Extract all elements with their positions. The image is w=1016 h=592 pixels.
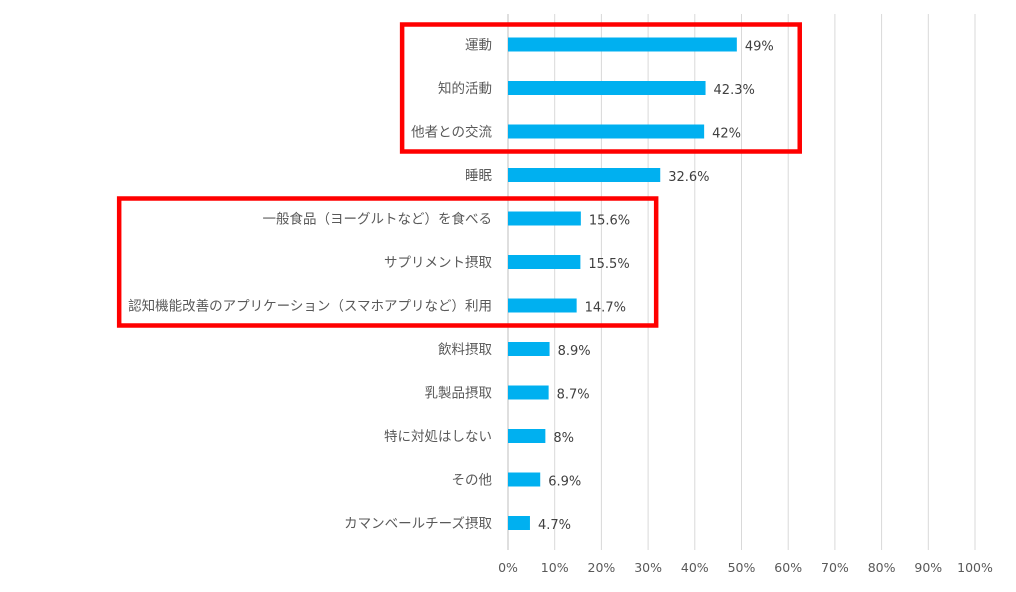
data-label: 8%	[553, 431, 574, 446]
category-label: 一般食品（ヨーグルトなど）を食べる	[263, 211, 493, 228]
category-label: カマンベールチーズ摂取	[344, 516, 492, 532]
x-tick-label: 90%	[914, 560, 942, 575]
bar	[508, 516, 530, 530]
category-label: 特に対処はしない	[384, 429, 492, 445]
data-label: 32.6%	[668, 170, 709, 185]
x-tick-label: 0%	[498, 560, 518, 575]
category-label: 睡眠	[465, 168, 492, 184]
data-label: 14.7%	[585, 301, 626, 316]
data-label: 15.6%	[589, 214, 630, 229]
highlight-box	[399, 22, 802, 154]
bar	[508, 342, 550, 356]
x-tick-label: 60%	[774, 560, 802, 575]
data-label: 8.9%	[558, 344, 591, 359]
x-tick-label: 100%	[957, 560, 993, 575]
category-label: 他者との交流	[411, 124, 492, 141]
data-label: 6.9%	[548, 475, 581, 490]
category-label: 認知機能改善のアプリケーション（スマホアプリなど）利用	[128, 298, 492, 315]
bar	[508, 211, 581, 226]
x-tick-label: 80%	[868, 560, 896, 575]
bar	[508, 168, 661, 182]
bar	[508, 385, 549, 400]
x-tick-label: 40%	[681, 560, 709, 575]
data-label: 42.3%	[714, 83, 755, 98]
x-tick-label: 30%	[634, 560, 662, 575]
data-label: 8.7%	[557, 388, 590, 403]
x-tick-label: 50%	[728, 560, 756, 575]
bar	[508, 429, 546, 443]
category-label: 飲料摂取	[438, 342, 492, 358]
highlight-box	[116, 196, 659, 328]
data-label: 42%	[712, 127, 741, 142]
x-tick-label: 10%	[541, 560, 569, 575]
x-tick-label: 20%	[588, 560, 616, 575]
data-label: 15.5%	[588, 257, 629, 272]
x-tick-label: 70%	[821, 560, 849, 575]
bar	[508, 298, 577, 313]
data-label: 49%	[745, 40, 774, 55]
bar	[508, 472, 541, 487]
category-label: 知的活動	[438, 80, 492, 97]
category-label: 乳製品摂取	[425, 386, 493, 402]
bar	[508, 37, 737, 52]
bar	[508, 124, 705, 139]
category-label: 運動	[465, 38, 492, 54]
data-label: 4.7%	[538, 518, 571, 533]
bar	[508, 255, 581, 269]
category-label: サプリメント摂取	[384, 255, 492, 271]
bar	[508, 81, 706, 95]
category-label: その他	[452, 473, 493, 489]
